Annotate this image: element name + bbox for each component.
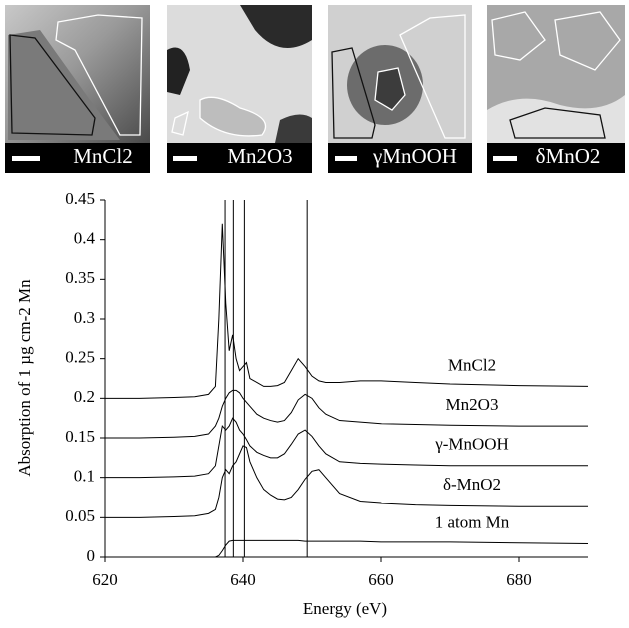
series-label: Mn2O3 — [446, 395, 499, 414]
image-panel: δMnO2 — [487, 5, 625, 173]
x-tick-label: 640 — [230, 570, 256, 589]
series-line — [105, 418, 588, 478]
panel-label: δMnO2 — [536, 144, 601, 168]
series-line — [105, 540, 588, 557]
x-tick-label: 680 — [506, 570, 532, 589]
image-panel: MnCl2 — [5, 5, 150, 173]
y-axis-title: Absorption of 1 µg cm-2 Mn — [15, 279, 34, 477]
y-tick-label: 0.1 — [74, 467, 95, 486]
image-panel: γMnOOH — [328, 5, 472, 173]
series-label: MnCl2 — [448, 355, 496, 374]
series-label: δ-MnO2 — [443, 475, 501, 494]
y-tick-label: 0.4 — [74, 229, 96, 248]
panel-label: Mn2O3 — [227, 144, 292, 168]
y-tick-label: 0.2 — [74, 387, 95, 406]
y-tick-label: 0.35 — [65, 268, 95, 287]
x-axis-title: Energy (eV) — [303, 599, 387, 618]
chart: MnCl2 Mn2O3 γMnOOH δMnO2 Energy (eV) Abs… — [0, 0, 629, 628]
y-tick-label: 0.15 — [65, 427, 95, 446]
figure: MnCl2 Mn2O3 γMnOOH δMnO2 Energy (eV) Abs… — [0, 0, 629, 628]
x-tick-label: 660 — [368, 570, 394, 589]
y-tick-label: 0.05 — [65, 506, 95, 525]
y-tick-label: 0.45 — [65, 189, 95, 208]
y-tick-label: 0.25 — [65, 348, 95, 367]
x-tick-label: 620 — [92, 570, 118, 589]
panel-label: γMnOOH — [372, 144, 457, 168]
series-label: 1 atom Mn — [435, 512, 510, 531]
series-line — [105, 224, 588, 399]
series-label: γ-MnOOH — [434, 435, 509, 454]
image-panel: Mn2O3 — [167, 5, 312, 173]
series-line — [105, 446, 588, 517]
y-tick-label: 0 — [87, 546, 96, 565]
panel-label: MnCl2 — [73, 144, 133, 168]
y-tick-label: 0.3 — [74, 308, 95, 327]
